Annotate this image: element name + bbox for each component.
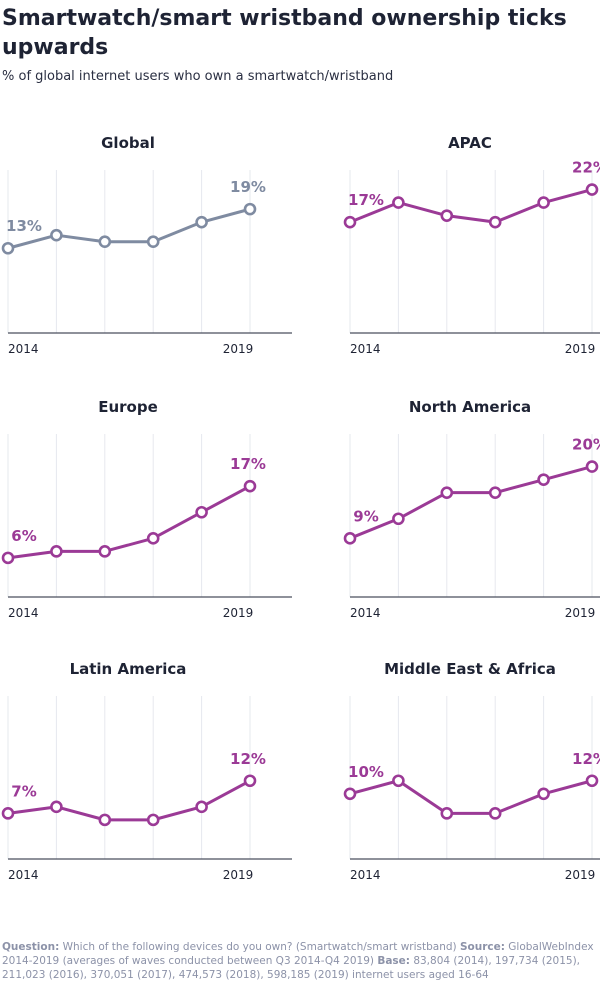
data-label: 20% <box>572 436 600 454</box>
question-text: Which of the following devices do you ow… <box>59 941 460 953</box>
data-point <box>243 774 257 788</box>
x-tick-label: 2014 <box>350 868 381 882</box>
data-label: 12% <box>572 750 600 768</box>
chart-north-america: North America 9% 20% 2014 2019 <box>343 398 600 620</box>
x-tick-label: 2019 <box>565 606 596 620</box>
data-point <box>585 183 599 196</box>
x-tick-label: 2014 <box>350 342 381 356</box>
data-label: 19% <box>230 178 266 196</box>
data-label: 17% <box>348 191 384 209</box>
data-point <box>488 486 502 499</box>
data-point <box>537 787 550 801</box>
data-label: 6% <box>11 527 36 545</box>
data-point <box>98 545 112 558</box>
data-point <box>585 774 599 788</box>
data-label: 10% <box>348 763 384 781</box>
data-point <box>440 807 454 820</box>
x-tick-label: 2019 <box>565 342 596 356</box>
data-label: 17% <box>230 455 266 473</box>
chart-title: Latin America <box>70 660 187 678</box>
data-point <box>488 807 502 820</box>
data-point <box>146 813 160 827</box>
data-point <box>488 215 502 229</box>
data-point <box>1 551 15 565</box>
footer-notes: Question: Which of the following devices… <box>2 940 598 982</box>
x-tick-label: 2014 <box>8 342 39 356</box>
data-point <box>146 532 160 545</box>
data-point <box>98 813 112 827</box>
data-point <box>440 486 454 499</box>
base-text: 83,804 (2014), 197,734 (2015), 211,023 (… <box>2 955 580 981</box>
chart-title: Middle East & Africa <box>384 660 556 678</box>
base-label: Base: <box>377 955 410 967</box>
data-point <box>392 774 405 788</box>
series-line <box>7 484 251 560</box>
chart-title: APAC <box>448 134 492 152</box>
data-point <box>1 807 15 820</box>
data-point <box>195 800 208 814</box>
series-line <box>349 188 593 224</box>
data-point <box>343 215 357 229</box>
series-line <box>7 207 251 250</box>
series-line <box>349 465 593 540</box>
x-tick-label: 2019 <box>223 868 254 882</box>
chart-apac: APAC 17% 22% 2014 2019 <box>343 134 600 356</box>
x-tick-label: 2014 <box>350 606 381 620</box>
data-point <box>440 209 454 222</box>
series-line <box>7 779 251 822</box>
data-point <box>537 196 550 209</box>
data-label: 12% <box>230 750 266 768</box>
chart-europe: Europe 6% 17% 2014 2019 <box>1 398 292 620</box>
chart-title: Europe <box>98 398 158 416</box>
data-point <box>343 787 357 801</box>
chart-global: Global 13% 19% 2014 2019 <box>1 134 292 356</box>
x-tick-label: 2014 <box>8 868 39 882</box>
data-label: 7% <box>11 782 36 800</box>
data-label: 22% <box>572 159 600 177</box>
chart-title: Global <box>101 134 155 152</box>
data-point <box>343 532 357 545</box>
source-text: GlobalWebIndex 2014-2019 (averages of wa… <box>2 941 594 967</box>
page-subtitle: % of global internet users who own a sma… <box>2 69 394 84</box>
data-point <box>195 215 208 229</box>
chart-middle-east-africa: Middle East & Africa 10% 12% 2014 2019 <box>343 660 600 882</box>
source-label: Source: <box>459 941 505 953</box>
x-tick-label: 2019 <box>223 342 254 356</box>
data-point <box>50 800 63 814</box>
question-label: Question: <box>2 941 60 953</box>
data-point <box>146 235 160 249</box>
chart-title: North America <box>409 398 531 416</box>
data-point <box>537 473 550 486</box>
data-point <box>392 196 405 209</box>
x-tick-label: 2019 <box>565 868 596 882</box>
x-tick-label: 2014 <box>8 606 39 620</box>
data-point <box>243 479 257 493</box>
page-title: Smartwatch/smart wristband ownership tic… <box>2 6 567 60</box>
data-label: 9% <box>353 507 378 525</box>
data-point <box>392 512 405 526</box>
chart-latin-america: Latin America 7% 12% 2014 2019 <box>1 660 292 882</box>
data-point <box>50 228 63 242</box>
data-point <box>1 241 15 255</box>
series-line <box>349 779 593 815</box>
data-point <box>243 202 257 216</box>
x-tick-label: 2019 <box>223 606 254 620</box>
data-point <box>195 505 208 519</box>
data-label: 13% <box>6 217 42 235</box>
data-point <box>50 545 63 558</box>
data-point <box>98 235 112 249</box>
data-point <box>585 460 599 473</box>
